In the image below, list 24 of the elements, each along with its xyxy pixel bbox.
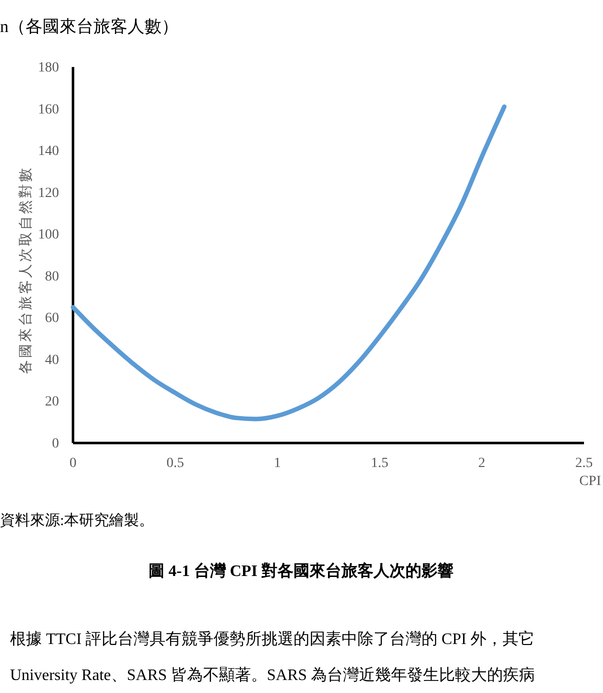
- y-tick-label: 120: [38, 186, 59, 201]
- y-tick-label: 0: [52, 436, 59, 452]
- x-tick-label: 1: [274, 456, 281, 471]
- text: University Rate、SARS 皆為不顯著。SARS 為台灣近幾年發生比較大的疾病: [10, 666, 535, 684]
- y-tick-label: 20: [45, 394, 59, 410]
- y-tick-label: 60: [45, 311, 59, 326]
- caption: 圖 4-1 台灣 CPI 對各國來台旅客人次的影響: [148, 561, 454, 580]
- y-tick-label: 100: [38, 228, 59, 243]
- line-series: [70, 104, 507, 422]
- y-tick-label: 40: [45, 352, 59, 368]
- x-tick-label: 2: [478, 456, 486, 471]
- chart-title: n（各國來台旅客人數）: [0, 17, 178, 36]
- y-tick-label: 160: [38, 102, 59, 118]
- x-tick-label: 2.5: [575, 456, 593, 471]
- x-tick-label: 1.5: [370, 456, 388, 471]
- y-axis-title: 各國來台旅客人次取自然對數: [18, 166, 34, 374]
- x-tick-label: 0.5: [166, 456, 184, 471]
- y-tick-label: 180: [38, 60, 59, 76]
- text: 根據 TTCI 評比台灣具有競爭優勢所挑選的因素中除了台灣的 CPI 外，其它: [10, 630, 534, 648]
- y-tick-label: 80: [45, 269, 59, 284]
- x-tick-label: 0: [70, 456, 76, 471]
- y-tick-label: 140: [38, 144, 59, 160]
- x-axis-title: CPI: [579, 474, 602, 489]
- source-note: 資料來源:本研究繪製。: [0, 512, 154, 529]
